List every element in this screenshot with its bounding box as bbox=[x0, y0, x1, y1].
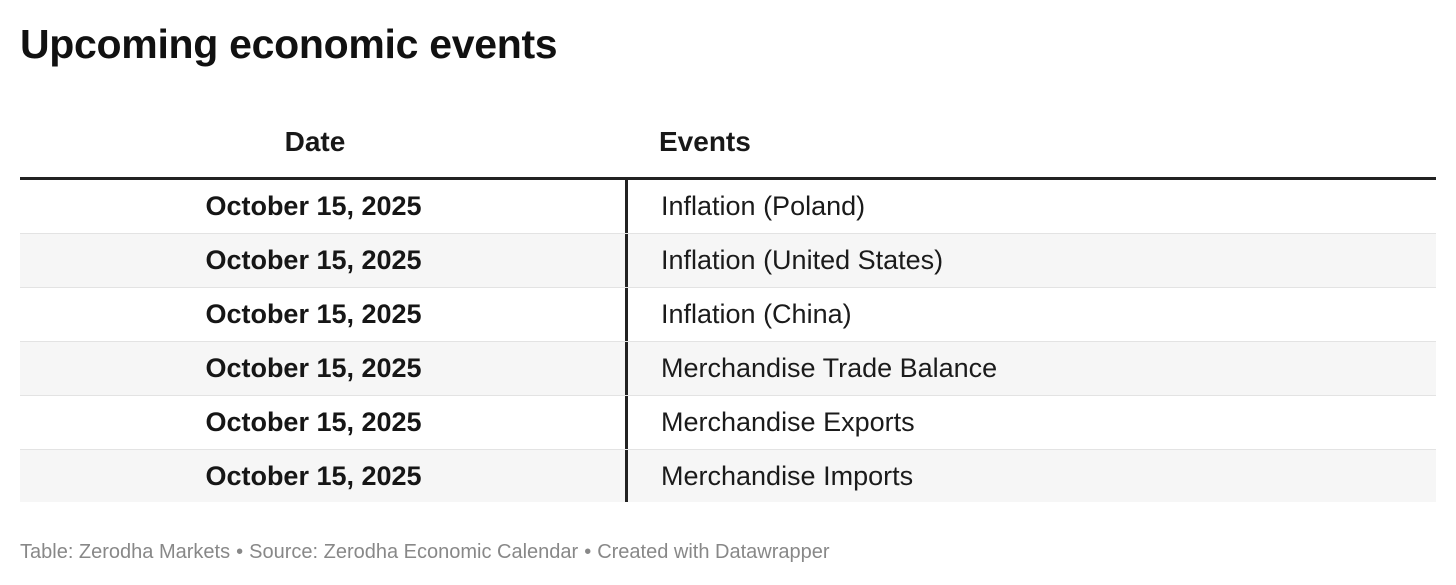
date-cell: October 15, 2025 bbox=[20, 180, 628, 233]
separator: • bbox=[584, 541, 592, 563]
date-cell: October 15, 2025 bbox=[20, 396, 628, 449]
event-cell: Inflation (Poland) bbox=[661, 191, 866, 221]
event-cell: Merchandise Imports bbox=[661, 461, 914, 491]
separator: • bbox=[236, 541, 244, 563]
table-body: October 15, 2025 Inflation (Poland) Octobe… bbox=[20, 180, 1436, 502]
column-header-events: Events bbox=[659, 126, 751, 157]
created-with-credit: Created with Datawrapper bbox=[597, 541, 830, 563]
column-header-date: Date bbox=[284, 126, 346, 157]
event-cell: Merchandise Exports bbox=[661, 407, 915, 437]
table-row: October 15, 2025 Inflation (Poland) bbox=[20, 180, 1436, 234]
table-row: October 15, 2025 Inflation (United States… bbox=[20, 234, 1436, 288]
table-row: October 15, 2025 Inflation (China) bbox=[20, 288, 1436, 342]
event-cell: Inflation (United States) bbox=[661, 245, 944, 275]
footer-credits: Table: Zerodha Markets • Source: Zerodha E… bbox=[20, 538, 830, 566]
date-cell: October 15, 2025 bbox=[20, 288, 628, 341]
event-cell: Merchandise Trade Balance bbox=[661, 353, 998, 383]
event-cell: Inflation (China) bbox=[661, 299, 852, 329]
source-credit: Source: Zerodha Economic Calendar bbox=[249, 541, 579, 563]
table-credit: Table: Zerodha Markets bbox=[20, 541, 231, 563]
date-cell: October 15, 2025 bbox=[20, 450, 628, 502]
table-header: Date Events bbox=[20, 110, 1436, 180]
table-row: October 15, 2025 Merchandise Imports bbox=[20, 450, 1436, 502]
events-table: Date Events October 15, 2025 Inflation (P… bbox=[20, 110, 1436, 502]
page-title: Upcoming economic events bbox=[20, 21, 558, 67]
date-cell: October 15, 2025 bbox=[20, 234, 628, 287]
table-row: October 15, 2025 Merchandise Exports bbox=[20, 396, 1436, 450]
date-cell: October 15, 2025 bbox=[20, 342, 628, 395]
table-row: October 15, 2025 Merchandise Trade Balanc… bbox=[20, 342, 1436, 396]
